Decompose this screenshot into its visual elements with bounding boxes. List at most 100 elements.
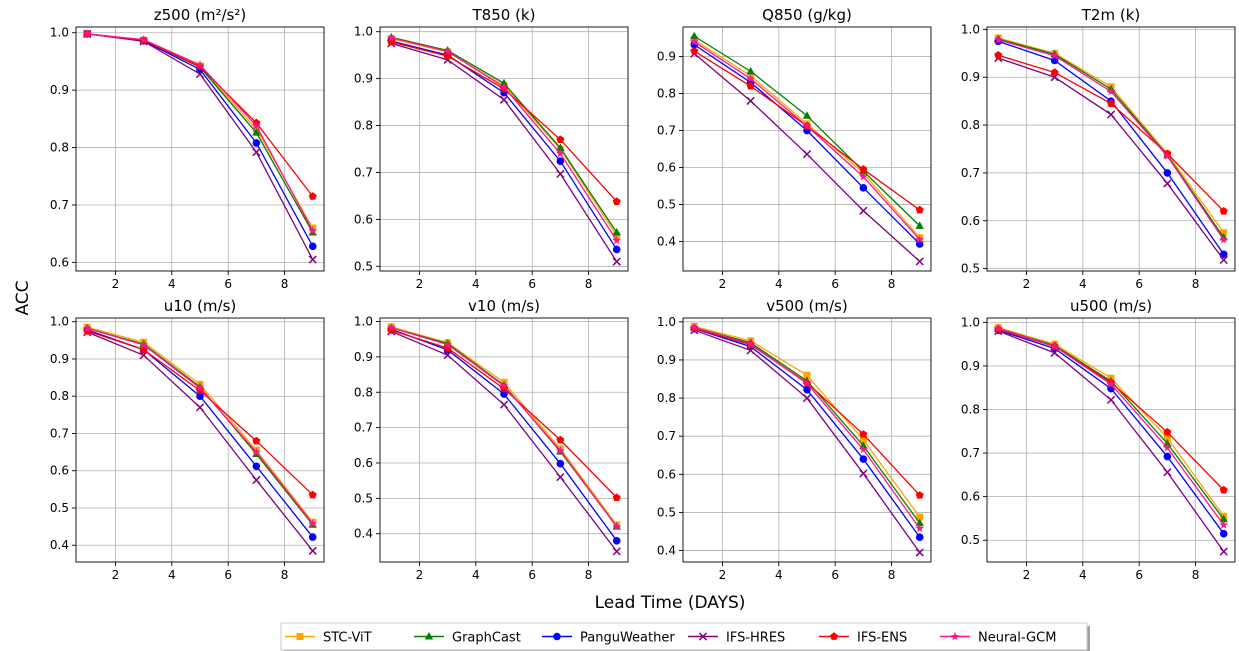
legend-marker xyxy=(424,632,434,640)
data-point-neural-gcm xyxy=(612,522,622,531)
data-point-neural-gcm xyxy=(308,519,318,528)
series-line-stc-vit xyxy=(391,38,618,237)
x-tick-label: 8 xyxy=(888,568,896,582)
data-point-graphcast xyxy=(915,221,924,229)
data-point-neural-gcm xyxy=(915,523,925,533)
panel-z500: 2 4 6 8 0.6 0.7 0.8 0.9 1.0 z500 (m²/s²) xyxy=(50,6,325,291)
data-point-ifs-ens xyxy=(1107,99,1115,107)
panel-title: v10 (m/s) xyxy=(468,297,540,315)
data-point-neural-gcm xyxy=(746,339,756,348)
y-tick-label: 0.9 xyxy=(50,83,69,97)
y-tick-label: 0.5 xyxy=(354,259,373,273)
data-point-panguweather xyxy=(252,139,261,147)
x-tick-label: 4 xyxy=(1079,277,1087,291)
data-point-panguweather xyxy=(1219,250,1228,259)
series-line-graphcast xyxy=(998,38,1225,238)
legend-marker xyxy=(698,632,708,641)
data-point-graphcast xyxy=(802,111,812,119)
series-line-panguweather xyxy=(391,40,618,250)
data-point-neural-gcm xyxy=(1219,520,1229,529)
series-line-ifs-hres xyxy=(998,330,1225,552)
data-point-neural-gcm xyxy=(612,235,622,245)
y-tick-label: 0.6 xyxy=(961,490,980,504)
x-tick-label: 4 xyxy=(775,277,783,291)
data-point-neural-gcm xyxy=(858,172,868,181)
data-point-graphcast xyxy=(690,31,699,40)
data-point-neural-gcm xyxy=(802,121,812,130)
data-point-ifs-ens xyxy=(915,205,924,214)
data-point-panguweather xyxy=(859,184,868,192)
data-point-graphcast xyxy=(612,228,621,236)
axes-frame xyxy=(379,317,629,563)
data-point-ifs-ens xyxy=(252,436,261,445)
data-point-neural-gcm xyxy=(443,339,453,349)
x-tick-label: 4 xyxy=(472,277,480,291)
data-point-neural-gcm xyxy=(386,323,396,332)
data-point-neural-gcm xyxy=(251,121,261,130)
y-tick-label: 1.0 xyxy=(354,25,373,39)
series-line-panguweather xyxy=(998,40,1225,255)
data-point-ifs-hres xyxy=(252,475,261,485)
data-point-neural-gcm xyxy=(82,323,92,333)
legend-label: STC-ViT xyxy=(323,631,372,646)
x-tick-label: 4 xyxy=(168,568,176,582)
data-point-ifs-hres xyxy=(308,255,317,264)
data-point-neural-gcm xyxy=(82,29,92,38)
legend-entry-neural-gcm: Neural-GCM xyxy=(940,631,1056,646)
y-axis-label: ACC xyxy=(13,280,33,315)
data-point-neural-gcm xyxy=(308,226,318,235)
data-point-neural-gcm xyxy=(139,340,149,349)
x-tick-label: 8 xyxy=(888,277,896,291)
data-point-panguweather xyxy=(859,455,868,463)
series-line-graphcast xyxy=(998,327,1225,520)
data-point-ifs-ens xyxy=(308,192,317,200)
axes-frame xyxy=(682,317,932,563)
y-tick-label: 0.4 xyxy=(354,527,373,541)
x-tick-label: 2 xyxy=(416,277,424,291)
data-point-neural-gcm xyxy=(499,381,509,390)
y-tick-label: 0.7 xyxy=(50,426,69,440)
axes-frame xyxy=(986,317,1236,563)
y-tick-label: 0.7 xyxy=(50,198,69,212)
x-tick-label: 8 xyxy=(585,277,593,291)
data-point-neural-gcm xyxy=(443,46,453,56)
legend-label: IFS-ENS xyxy=(857,631,907,646)
data-point-graphcast xyxy=(556,143,565,152)
y-tick-label: 0.6 xyxy=(354,212,373,226)
data-point-ifs-hres xyxy=(195,403,205,412)
y-tick-label: 0.6 xyxy=(657,160,676,174)
data-point-ifs-hres xyxy=(195,69,205,79)
data-point-panguweather xyxy=(252,462,261,471)
series-line-ifs-hres xyxy=(391,330,618,552)
panel-v10: 2 4 6 8 0.4 0.5 0.6 0.7 0.8 0.9 1.0 v10 (m/s) xyxy=(354,297,629,582)
data-point-neural-gcm xyxy=(555,149,565,158)
axes-frame xyxy=(75,317,325,563)
panel-t2m: 2 4 6 8 0.5 0.6 0.7 0.8 0.9 1.0 T2m (k) xyxy=(961,6,1236,291)
data-point-neural-gcm xyxy=(1106,379,1116,388)
series-line-stc-vit xyxy=(693,39,921,239)
y-tick-label: 0.9 xyxy=(354,72,373,86)
y-tick-label: 0.6 xyxy=(50,464,69,478)
y-tick-label: 1.0 xyxy=(50,26,69,40)
data-point-neural-gcm xyxy=(139,35,149,44)
data-point-ifs-hres xyxy=(915,548,924,557)
panel-title: z500 (m²/s²) xyxy=(154,6,246,24)
x-tick-label: 4 xyxy=(775,568,783,582)
y-tick-label: 0.5 xyxy=(354,491,373,505)
data-point-graphcast xyxy=(1219,514,1228,523)
data-point-ifs-hres xyxy=(252,148,261,157)
data-point-ifs-hres xyxy=(499,400,509,409)
data-point-neural-gcm xyxy=(802,378,812,388)
panel-t850: 2 4 6 8 0.5 0.6 0.7 0.8 0.9 1.0 T850 (k) xyxy=(354,6,629,291)
data-point-ifs-ens xyxy=(690,46,699,55)
x-tick-label: 8 xyxy=(1192,568,1200,582)
data-point-neural-gcm xyxy=(1162,151,1172,160)
data-point-panguweather xyxy=(556,157,565,165)
data-point-ifs-hres xyxy=(1163,179,1172,188)
y-tick-label: 0.5 xyxy=(961,533,980,547)
data-point-ifs-ens xyxy=(612,493,621,502)
data-point-ifs-hres xyxy=(308,546,317,555)
y-tick-label: 0.6 xyxy=(657,467,676,481)
data-point-graphcast xyxy=(252,128,261,136)
